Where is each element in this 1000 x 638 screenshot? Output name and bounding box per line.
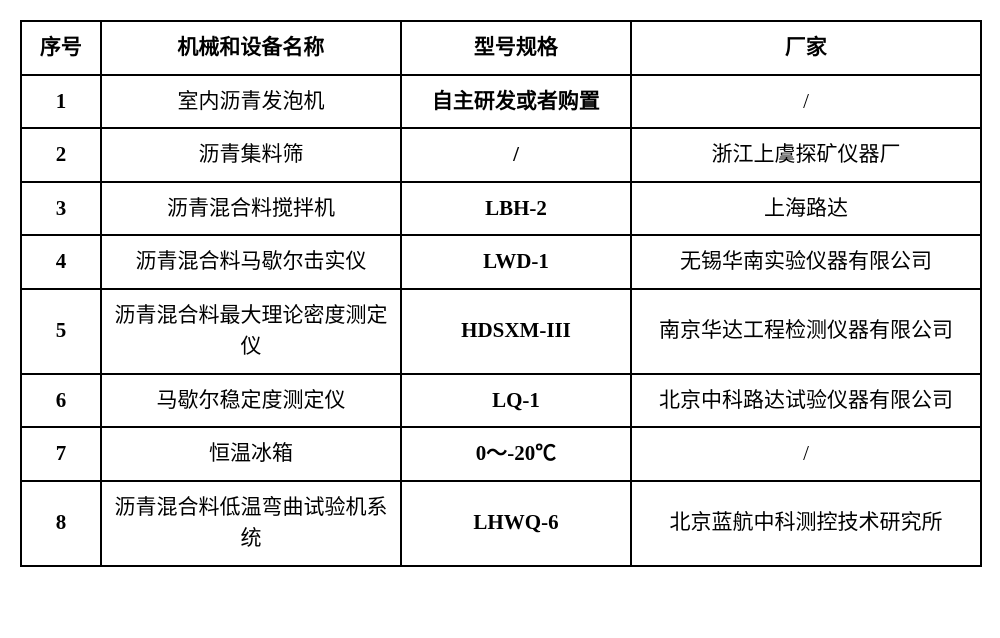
- cell-name: 沥青混合料低温弯曲试验机系统: [101, 481, 401, 566]
- cell-seq: 7: [21, 427, 101, 481]
- cell-seq: 2: [21, 128, 101, 182]
- cell-model: LQ-1: [401, 374, 631, 428]
- cell-model: 自主研发或者购置: [401, 75, 631, 129]
- equipment-table: 序号 机械和设备名称 型号规格 厂家 1室内沥青发泡机自主研发或者购置/2沥青集…: [20, 20, 982, 567]
- table-row: 7恒温冰箱0～-20℃/: [21, 427, 981, 481]
- table-row: 4沥青混合料马歇尔击实仪LWD-1无锡华南实验仪器有限公司: [21, 235, 981, 289]
- cell-name: 沥青混合料马歇尔击实仪: [101, 235, 401, 289]
- table-row: 1室内沥青发泡机自主研发或者购置/: [21, 75, 981, 129]
- cell-name: 沥青混合料最大理论密度测定仪: [101, 289, 401, 374]
- header-model: 型号规格: [401, 21, 631, 75]
- cell-manufacturer: /: [631, 75, 981, 129]
- cell-name: 马歇尔稳定度测定仪: [101, 374, 401, 428]
- cell-manufacturer: /: [631, 427, 981, 481]
- header-seq: 序号: [21, 21, 101, 75]
- cell-manufacturer: 北京中科路达试验仪器有限公司: [631, 374, 981, 428]
- table-row: 6马歇尔稳定度测定仪LQ-1北京中科路达试验仪器有限公司: [21, 374, 981, 428]
- header-name: 机械和设备名称: [101, 21, 401, 75]
- cell-seq: 4: [21, 235, 101, 289]
- cell-seq: 3: [21, 182, 101, 236]
- table-row: 8沥青混合料低温弯曲试验机系统LHWQ-6北京蓝航中科测控技术研究所: [21, 481, 981, 566]
- cell-manufacturer: 上海路达: [631, 182, 981, 236]
- header-manufacturer: 厂家: [631, 21, 981, 75]
- cell-seq: 1: [21, 75, 101, 129]
- cell-model: LBH-2: [401, 182, 631, 236]
- table-row: 5沥青混合料最大理论密度测定仪HDSXM-III南京华达工程检测仪器有限公司: [21, 289, 981, 374]
- cell-name: 沥青集料筛: [101, 128, 401, 182]
- cell-seq: 5: [21, 289, 101, 374]
- cell-manufacturer: 无锡华南实验仪器有限公司: [631, 235, 981, 289]
- table-row: 3沥青混合料搅拌机LBH-2上海路达: [21, 182, 981, 236]
- cell-name: 沥青混合料搅拌机: [101, 182, 401, 236]
- cell-model: LHWQ-6: [401, 481, 631, 566]
- cell-model: /: [401, 128, 631, 182]
- cell-manufacturer: 南京华达工程检测仪器有限公司: [631, 289, 981, 374]
- cell-name: 室内沥青发泡机: [101, 75, 401, 129]
- table-header-row: 序号 机械和设备名称 型号规格 厂家: [21, 21, 981, 75]
- cell-model: LWD-1: [401, 235, 631, 289]
- table-row: 2沥青集料筛/浙江上虞探矿仪器厂: [21, 128, 981, 182]
- cell-manufacturer: 浙江上虞探矿仪器厂: [631, 128, 981, 182]
- cell-model: HDSXM-III: [401, 289, 631, 374]
- table-body: 1室内沥青发泡机自主研发或者购置/2沥青集料筛/浙江上虞探矿仪器厂3沥青混合料搅…: [21, 75, 981, 566]
- cell-seq: 8: [21, 481, 101, 566]
- cell-name: 恒温冰箱: [101, 427, 401, 481]
- cell-seq: 6: [21, 374, 101, 428]
- cell-manufacturer: 北京蓝航中科测控技术研究所: [631, 481, 981, 566]
- cell-model: 0～-20℃: [401, 427, 631, 481]
